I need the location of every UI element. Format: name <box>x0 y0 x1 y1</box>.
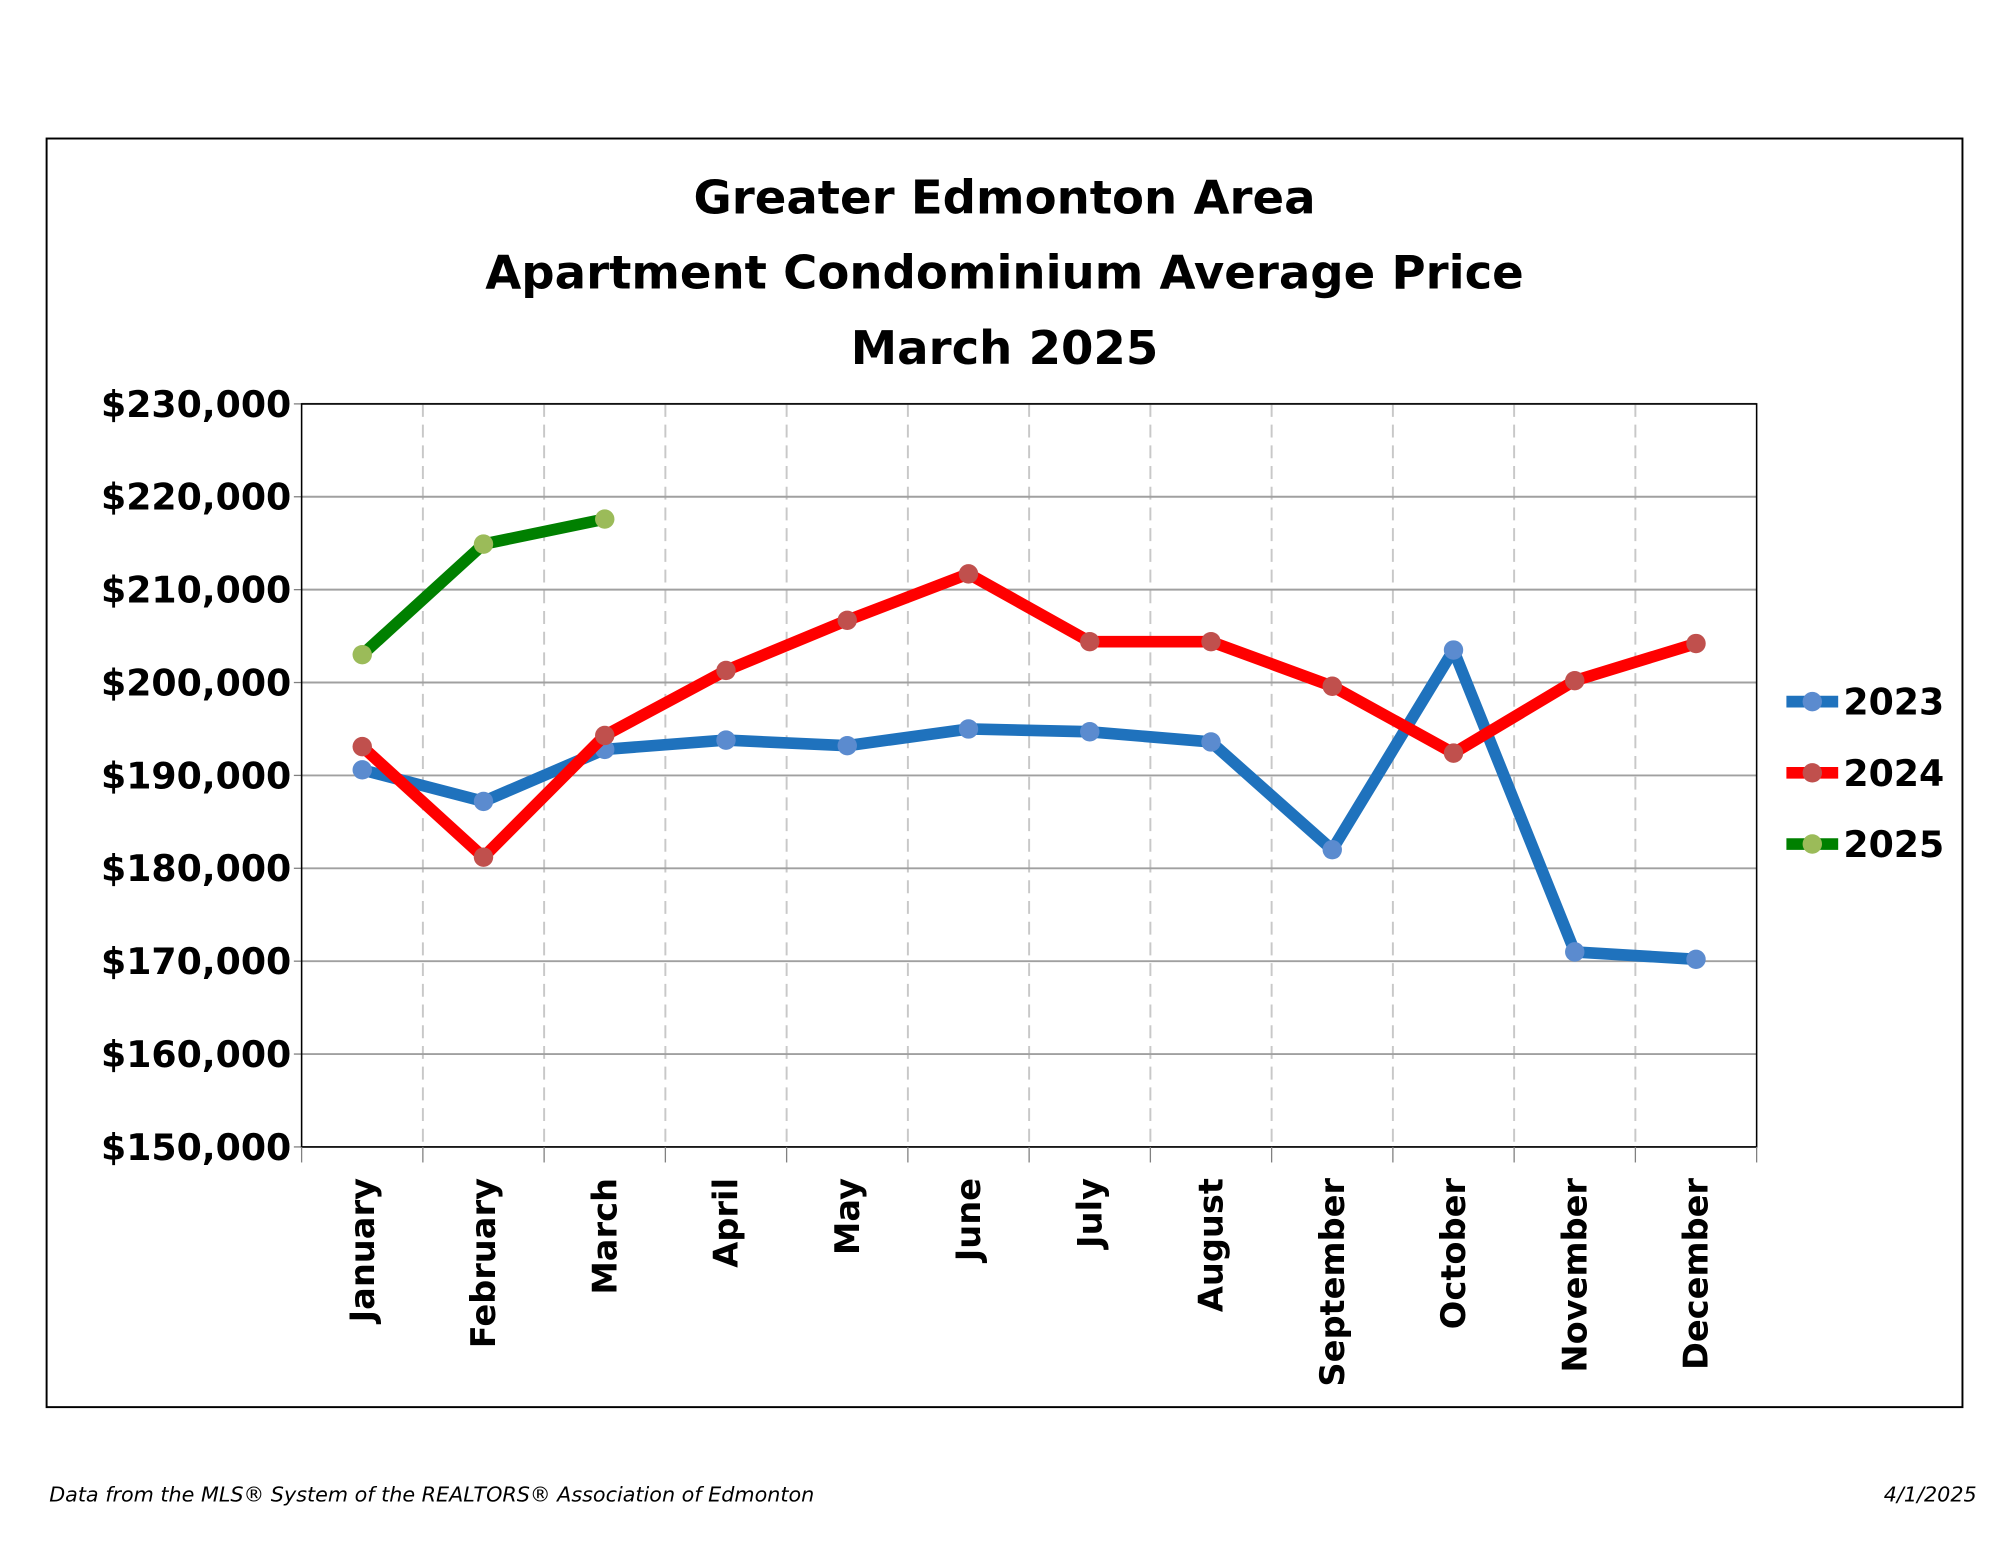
x-tick-label: July <box>1070 1178 1109 1250</box>
data-point <box>958 719 979 739</box>
data-point <box>1443 743 1464 763</box>
legend-label: 2023 <box>1843 681 1944 724</box>
data-point <box>1322 676 1342 696</box>
y-tick-label: $170,000 <box>101 940 291 983</box>
data-point <box>1201 631 1221 652</box>
x-tick-label: May <box>828 1178 867 1255</box>
x-tick-label: January <box>343 1178 382 1324</box>
x-tick-label: April <box>707 1178 746 1268</box>
data-point <box>1686 633 1706 654</box>
data-point <box>473 791 494 812</box>
source-note: Data from the MLS® System of the REALTOR… <box>49 1483 814 1507</box>
data-point <box>1201 732 1221 752</box>
legend-marker <box>1802 834 1823 854</box>
x-tick-label: September <box>1313 1178 1352 1387</box>
x-tick-label: March <box>585 1178 624 1295</box>
data-point <box>473 534 494 554</box>
chart-title: March 2025 <box>851 321 1158 375</box>
data-point <box>716 730 736 750</box>
data-point <box>595 725 615 746</box>
data-point <box>716 660 736 681</box>
y-tick-label: $190,000 <box>101 754 291 797</box>
x-tick-label: June <box>949 1178 988 1263</box>
data-point <box>958 564 979 584</box>
legend-label: 2025 <box>1843 823 1944 866</box>
data-point <box>352 644 372 665</box>
legend-marker <box>1802 763 1823 783</box>
data-point <box>352 736 372 757</box>
data-point <box>1565 942 1585 962</box>
data-point <box>837 735 857 756</box>
date-note: 4/1/2025 <box>1884 1483 1977 1507</box>
chart-title: Greater Edmonton Area <box>694 171 1316 225</box>
data-point <box>1322 840 1342 860</box>
y-tick-label: $160,000 <box>101 1033 291 1076</box>
chart-title: Apartment Condominium Average Price <box>485 246 1524 300</box>
data-point <box>473 847 494 867</box>
data-point <box>1565 670 1585 691</box>
x-tick-label: December <box>1677 1178 1716 1370</box>
data-point <box>837 610 857 631</box>
data-point <box>595 509 615 529</box>
y-tick-label: $230,000 <box>101 383 291 426</box>
y-tick-label: $180,000 <box>101 847 291 890</box>
data-point <box>1080 722 1100 742</box>
x-tick-label: November <box>1555 1178 1594 1373</box>
legend-label: 2024 <box>1843 752 1944 795</box>
legend-marker <box>1802 691 1823 712</box>
y-tick-label: $150,000 <box>101 1126 291 1169</box>
y-tick-label: $200,000 <box>101 661 291 704</box>
data-point <box>1686 949 1706 970</box>
data-point <box>1080 631 1100 652</box>
data-point <box>1443 640 1464 660</box>
series-line <box>358 568 1698 863</box>
y-tick-label: $220,000 <box>101 476 291 519</box>
x-tick-label: October <box>1434 1178 1473 1330</box>
x-tick-label: February <box>464 1178 503 1348</box>
x-tick-label: August <box>1192 1178 1231 1312</box>
data-point <box>352 760 372 780</box>
y-tick-label: $210,000 <box>101 569 291 612</box>
